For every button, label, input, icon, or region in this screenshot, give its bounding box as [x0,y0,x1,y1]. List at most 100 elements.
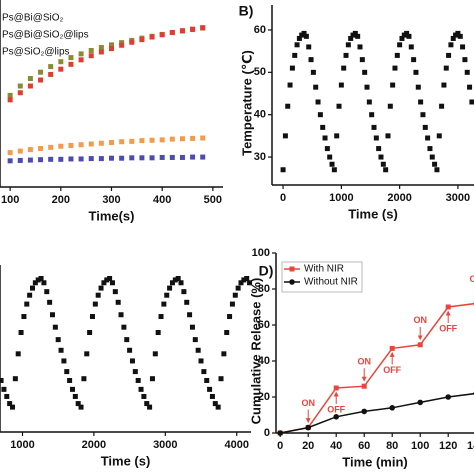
x-tick-label: 500 [204,194,222,206]
marker [178,280,184,286]
annotation: ON [357,357,371,367]
marker [119,139,125,145]
y-tick-label: 60 [258,319,270,331]
x-tick-label: 100 [411,440,429,452]
marker [417,342,423,348]
marker [327,154,333,160]
y-tick-label: 60 [254,24,266,36]
marker [68,55,74,61]
y-tick-label: 50 [254,66,266,78]
y-tick-label: 40 [258,355,270,367]
x-tick-label: 2000 [387,192,411,204]
marker [287,82,293,88]
marker [301,30,307,36]
marker [38,157,44,163]
y-axis-label: Cumulative Release (%) [248,278,263,425]
marker [198,358,204,364]
panel-label: B) [239,3,254,19]
marker [333,414,340,420]
marker [338,82,344,88]
marker [446,52,452,58]
marker [58,66,64,72]
x-tick-label: 1000 [329,192,353,204]
series-line [280,302,474,434]
x-tick-label: 3000 [446,192,470,204]
marker [109,42,114,48]
x-tick-label: 2000 [82,439,106,451]
marker [119,40,125,46]
marker [425,135,431,141]
marker [229,301,235,307]
marker [159,154,165,160]
marker [445,394,452,400]
marker [241,277,247,283]
marker [457,33,463,39]
x-tick-label: 100 [1,194,19,206]
x-tick-label: 80 [386,440,398,452]
marker [390,82,396,88]
panel-label: D) [259,263,274,279]
marker [138,386,144,392]
marker [72,393,78,399]
marker [184,299,190,305]
marker [88,47,94,53]
marker [98,44,104,50]
marker [380,161,386,167]
legend-label: Ps@Bi@SiO₂ [2,13,64,24]
x-tick-label: 60 [358,440,370,452]
marker [21,314,27,320]
marker [75,401,81,407]
marker [27,147,33,153]
x-tick-label: 200 [52,194,70,206]
y-tick-label: 80 [258,283,270,295]
marker [376,146,382,152]
marker [432,161,438,167]
marker [201,369,207,375]
marker [434,167,440,173]
marker [27,292,33,298]
marker [181,289,187,295]
marker [189,324,195,330]
panel: 0 1000 2000 3000 30 40 50 60 Time (s) Temperature… [239,3,474,221]
marker [69,386,75,392]
y-axis-label: Temperature (℃) [239,50,254,156]
marker [450,35,456,41]
x-tick-label: 40 [330,440,342,452]
marker [48,156,54,162]
marker [38,276,44,282]
marker [81,376,87,382]
marker [47,299,53,305]
marker [155,330,161,336]
marker [158,314,164,320]
plot-area: ON OFF ON OFF ON OFF ON [277,274,474,436]
panel: 020406080100120140020406080100Time (min)… [248,247,474,469]
x-tick-label: 0 [277,440,283,452]
marker [12,376,18,382]
marker [406,33,412,39]
marker [0,377,4,383]
marker [455,30,461,36]
marker [200,135,206,141]
marker [200,154,206,160]
marker [27,83,33,89]
marker [420,112,426,118]
marker [118,312,124,318]
marker [294,42,300,48]
marker [169,154,175,160]
marker [64,369,70,375]
marker [112,289,118,295]
marker [149,34,155,40]
y-tick-label: 40 [254,109,266,121]
marker [98,285,104,291]
marker [84,351,90,357]
marker [109,155,114,161]
marker [282,133,288,139]
marker [179,28,185,34]
annotation: OFF [439,323,457,333]
marker [98,156,104,162]
marker [247,280,253,286]
marker [41,280,47,286]
marker [161,301,167,307]
marker [404,30,410,36]
marker [333,385,339,391]
